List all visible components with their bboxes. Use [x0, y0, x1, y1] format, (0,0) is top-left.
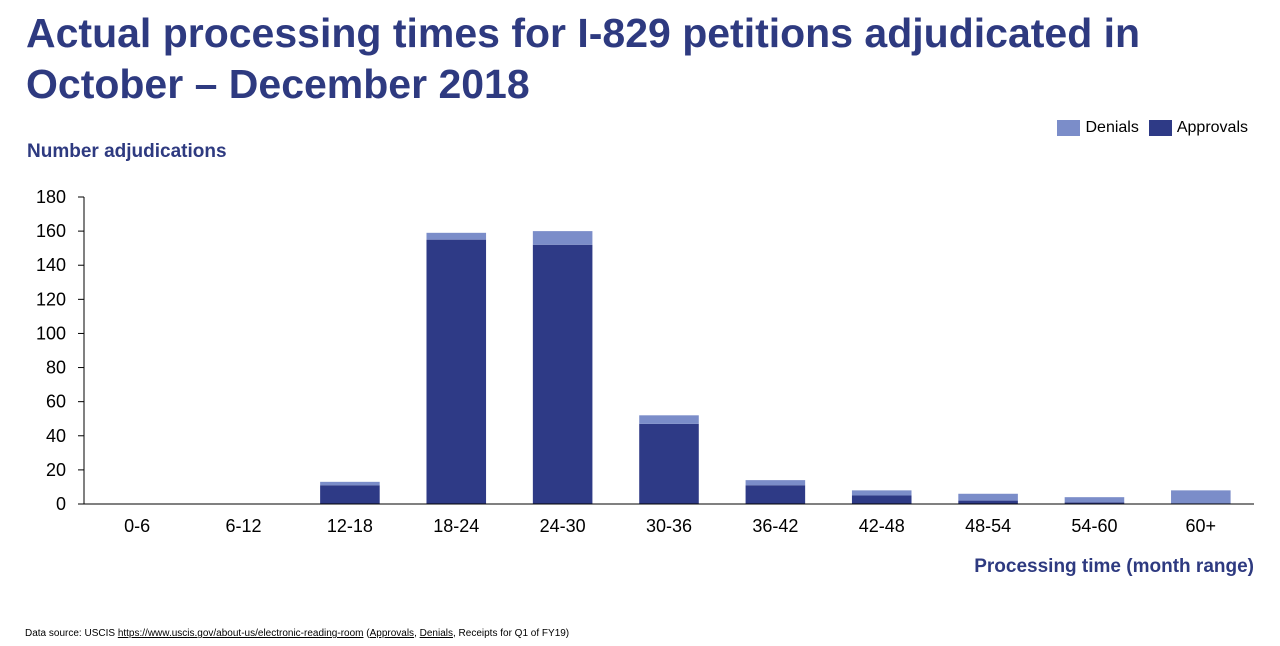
- data-source-note: Data source: USCIS https://www.uscis.gov…: [25, 628, 569, 639]
- source-suffix: , Receipts for Q1 of FY19): [452, 628, 570, 639]
- x-tick-label: 48-54: [965, 516, 1011, 536]
- x-axis-title: Processing time (month range): [974, 556, 1254, 577]
- y-tick-label: 40: [46, 426, 66, 446]
- bar-approvals: [639, 423, 699, 504]
- y-tick-label: 140: [36, 255, 66, 275]
- bar-denials: [320, 481, 380, 486]
- source-link-denials[interactable]: Denials: [419, 628, 453, 639]
- legend-label-approvals: Approvals: [1176, 119, 1248, 136]
- legend-item-denials: Denials: [1057, 119, 1139, 137]
- x-tick-label: 54-60: [1071, 516, 1117, 536]
- source-link-approvals[interactable]: Approvals: [369, 628, 415, 639]
- x-tick-label: 18-24: [433, 516, 479, 536]
- bar-approvals: [1064, 502, 1125, 504]
- bar-approvals: [958, 500, 1018, 504]
- y-axis-title: Number adjudications: [27, 141, 227, 162]
- bar-approvals: [320, 485, 380, 504]
- x-tick-label: 12-18: [327, 516, 373, 536]
- y-tick-label: 180: [36, 187, 66, 207]
- x-tick-label: 24-30: [540, 516, 586, 536]
- y-tick-label: 160: [36, 221, 66, 241]
- bar-denials: [958, 493, 1018, 501]
- y-tick-label: 80: [46, 358, 66, 378]
- y-tick-label: 120: [36, 289, 66, 309]
- source-comma: ,: [414, 628, 420, 639]
- legend-swatch-denials: [1057, 120, 1081, 136]
- bar-approvals: [745, 485, 806, 504]
- y-tick-label: 100: [36, 323, 66, 343]
- bar-denials: [851, 490, 912, 496]
- legend-swatch-approvals: [1148, 120, 1172, 136]
- source-link[interactable]: https://www.uscis.gov/about-us/electroni…: [117, 628, 364, 639]
- bar-approvals: [426, 239, 487, 504]
- x-tick-label: 30-36: [646, 516, 692, 536]
- y-tick-label: 60: [46, 392, 66, 412]
- x-tick-label: 36-42: [752, 516, 798, 536]
- legend: Denials Approvals: [1047, 119, 1248, 137]
- bar-denials: [1171, 490, 1231, 504]
- x-tick-label: 6-12: [226, 516, 262, 536]
- bar-approvals: [532, 244, 593, 504]
- y-tick-label: 20: [46, 460, 66, 480]
- x-tick-label: 42-48: [859, 516, 905, 536]
- chart-title: Actual processing times for I-829 petiti…: [26, 10, 1141, 107]
- source-prefix: Data source: USCIS: [25, 628, 118, 639]
- bar-denials: [532, 231, 593, 245]
- source-open: (: [363, 628, 370, 639]
- x-tick-label: 60+: [1186, 516, 1217, 536]
- legend-label-denials: Denials: [1085, 119, 1139, 136]
- x-tick-label: 0-6: [124, 516, 150, 536]
- legend-item-approvals: Approvals: [1148, 119, 1248, 137]
- bar-approvals: [851, 495, 912, 504]
- y-tick-label: 0: [56, 494, 66, 514]
- bar-denials: [426, 232, 487, 240]
- bar-denials: [1064, 497, 1125, 503]
- bar-denials: [639, 415, 699, 424]
- bar-denials: [745, 480, 806, 486]
